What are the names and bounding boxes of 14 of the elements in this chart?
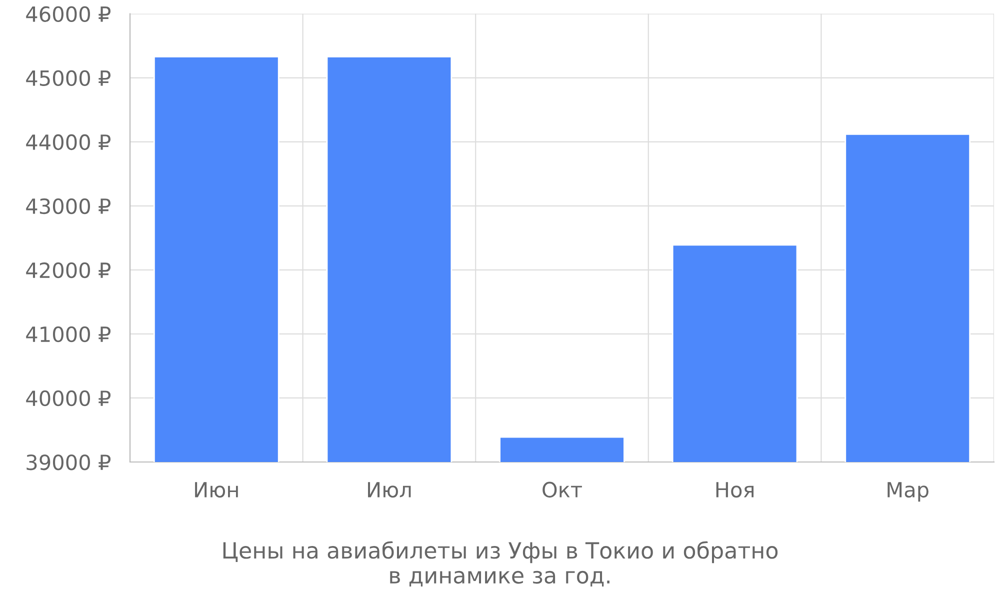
y-tick-label: 42000 ₽ <box>26 262 111 278</box>
y-tick-label: 41000 ₽ <box>26 326 111 342</box>
x-tick-label: Мар <box>888 482 928 502</box>
y-tick-label: 40000 ₽ <box>26 390 111 406</box>
x-tick-label: Ноя <box>716 482 754 498</box>
x-tick-label: Июн <box>195 482 238 498</box>
y-tick-label: 44000 ₽ <box>26 134 111 150</box>
y-tick-label: 39000 ₽ <box>26 454 111 470</box>
x-tick-label: Июл <box>368 482 411 498</box>
y-tick-label: 46000 ₽ <box>26 6 111 22</box>
y-tick-label: 43000 ₽ <box>26 198 111 214</box>
text: Цены на авиабилеты из Уфы в Токио и обратно в динамике за год. <box>223 541 778 586</box>
y-tick-label: 45000 ₽ <box>26 70 111 86</box>
x-tick-label: Окт <box>542 482 582 498</box>
